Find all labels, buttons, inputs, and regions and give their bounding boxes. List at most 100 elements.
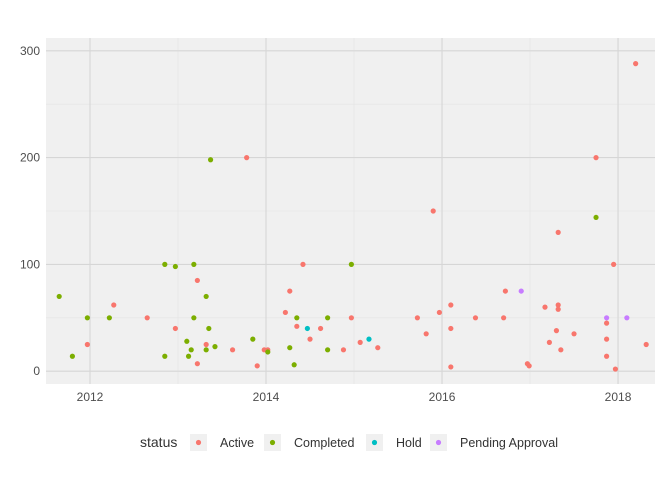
legend-label: Completed <box>294 436 354 450</box>
axis-tick-labels: 2012 2014 2016 2018 0 100 200 300 <box>20 44 632 404</box>
legend-label: Active <box>220 436 254 450</box>
x-tick-label: 2016 <box>429 390 456 404</box>
data-points <box>56 61 649 372</box>
data-point <box>194 361 200 367</box>
data-point <box>294 315 300 321</box>
data-point <box>172 263 178 270</box>
data-point <box>448 302 454 308</box>
data-point <box>611 261 617 267</box>
data-point <box>191 261 197 267</box>
data-point <box>194 277 200 284</box>
data-point <box>430 208 436 214</box>
data-point <box>603 320 610 326</box>
data-point <box>191 315 197 321</box>
data-point <box>56 293 62 300</box>
data-point <box>348 315 354 321</box>
data-point <box>593 214 599 221</box>
data-point <box>501 315 507 321</box>
data-point <box>593 155 599 161</box>
data-point <box>294 323 300 329</box>
data-point <box>603 336 610 342</box>
data-point <box>555 229 561 235</box>
data-point <box>357 339 363 345</box>
data-point <box>172 325 178 332</box>
data-point <box>555 306 561 312</box>
x-tick-label: 2012 <box>77 390 104 404</box>
data-point <box>502 288 508 294</box>
data-point <box>348 261 354 267</box>
legend-item: Pending Approval <box>430 434 558 451</box>
y-tick-label: 100 <box>20 257 40 271</box>
data-point <box>325 315 331 321</box>
data-point <box>162 353 168 359</box>
data-point <box>188 347 194 353</box>
data-point <box>624 315 630 321</box>
series-pending-approval <box>518 288 630 321</box>
data-point <box>307 336 313 342</box>
data-point <box>612 366 618 372</box>
series-hold <box>304 325 372 342</box>
data-point <box>207 157 214 163</box>
data-point <box>603 353 610 359</box>
series-completed <box>56 157 599 368</box>
data-point <box>571 331 577 337</box>
legend-label: Pending Approval <box>460 436 558 450</box>
x-tick-label: 2018 <box>605 390 632 404</box>
legend-key-dot <box>269 439 276 446</box>
data-point <box>291 362 297 368</box>
data-point <box>518 288 524 294</box>
data-point <box>436 309 442 316</box>
y-tick-label: 300 <box>20 44 40 58</box>
data-point <box>84 341 90 348</box>
data-point <box>244 155 250 161</box>
data-point <box>472 315 479 321</box>
data-point <box>542 304 548 310</box>
data-point <box>300 261 306 267</box>
data-point <box>414 315 420 321</box>
legend-key-dot <box>371 439 378 446</box>
data-point <box>203 347 209 353</box>
data-point <box>203 341 209 348</box>
data-point <box>69 353 76 359</box>
data-point <box>603 315 610 321</box>
data-point <box>423 331 429 337</box>
data-point <box>265 349 271 355</box>
data-point <box>448 325 454 332</box>
data-point <box>212 344 218 350</box>
data-point <box>317 325 324 332</box>
data-point <box>287 288 293 294</box>
data-point <box>84 315 90 321</box>
y-tick-label: 0 <box>33 364 40 378</box>
legend-items: Active Completed Hold Pending Approval <box>190 434 558 451</box>
data-point <box>558 347 564 353</box>
y-tick-label: 200 <box>20 151 40 165</box>
data-point <box>555 302 561 308</box>
data-point <box>144 315 150 321</box>
data-point <box>448 364 454 370</box>
data-point <box>206 325 212 332</box>
legend: status Active Completed Hold Pending Approv… <box>140 434 558 451</box>
x-tick-label: 2014 <box>253 390 280 404</box>
data-point <box>304 325 310 332</box>
data-point <box>325 347 331 353</box>
data-point <box>185 353 192 359</box>
data-point <box>106 315 112 321</box>
data-point <box>526 363 532 369</box>
series-active <box>84 61 649 372</box>
legend-item: Hold <box>366 434 422 451</box>
data-point <box>287 345 293 351</box>
data-point <box>633 61 639 67</box>
data-point <box>340 347 347 353</box>
data-point <box>203 293 209 300</box>
data-point <box>111 302 117 308</box>
grid <box>46 38 655 384</box>
data-point <box>184 338 190 344</box>
data-point <box>375 345 381 351</box>
legend-key-dot <box>435 439 442 446</box>
data-point <box>162 261 168 267</box>
data-point <box>553 328 560 334</box>
legend-key-dot <box>195 439 202 446</box>
data-point <box>282 309 288 316</box>
data-point <box>254 363 260 369</box>
